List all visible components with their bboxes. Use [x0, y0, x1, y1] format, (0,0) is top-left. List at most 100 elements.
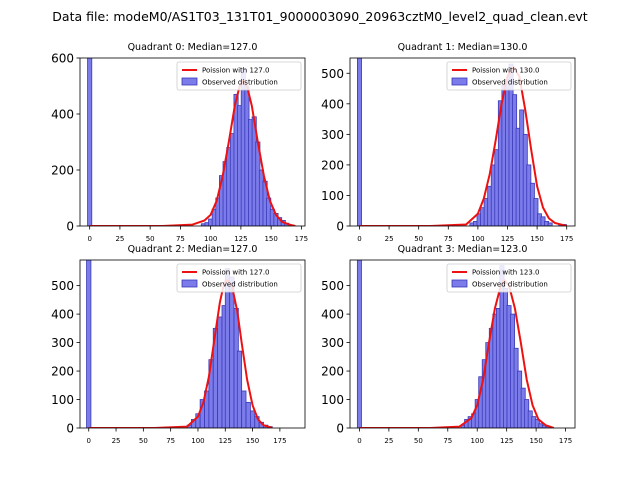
x-tick-label: 0	[87, 437, 91, 445]
axes-frame	[349, 57, 576, 227]
figure-suptitle: Data file: modeM0/AS1T03_131T01_90000030…	[52, 9, 587, 24]
histogram-bar	[356, 260, 362, 428]
axes-frame	[79, 259, 306, 429]
legend-line-label: Poission with 127.0	[202, 67, 270, 75]
histogram-bar	[217, 316, 223, 428]
x-tick-label: 50	[139, 437, 148, 445]
y-tick-label: 200	[51, 164, 74, 178]
histogram-bar	[249, 410, 256, 428]
y-tick-label: 200	[51, 365, 74, 379]
x-tick-label: 75	[176, 235, 185, 243]
legend-line-label: Poission with 123.0	[472, 269, 540, 277]
x-tick-label: 50	[146, 235, 155, 243]
y-tick-label: 400	[321, 308, 344, 322]
x-tick-label: 150	[264, 235, 277, 243]
subplot-quadrant-3: 0 25 50 75 100 125 150 175 0 100 200 300 400 500 Quadr…	[321, 244, 576, 445]
histogram-bar	[245, 401, 251, 428]
x-tick-label: 125	[501, 235, 514, 243]
y-tick-label: 200	[321, 158, 344, 172]
y-tick-label: 500	[321, 67, 344, 81]
subplot-quadrant-0: 0 25 50 75 100 125 150 175 0 200 400 600 Quadrant 0:…	[51, 42, 308, 243]
x-tick-label: 0	[87, 235, 91, 243]
legend: Poission with 130.0 Observed distribution	[446, 61, 572, 91]
legend-bar-label: Observed distribution	[472, 281, 548, 289]
x-tick-label: 75	[166, 437, 175, 445]
y-tick-label: 300	[321, 128, 344, 142]
y-tick-label: 0	[66, 220, 74, 234]
x-tick-label: 150	[246, 437, 259, 445]
subplot-title: Quadrant 3: Median=123.0	[398, 244, 528, 255]
subplot-title: Quadrant 0: Median=127.0	[128, 42, 258, 53]
x-tick-label: 50	[414, 235, 423, 243]
x-tick-label: 125	[234, 235, 247, 243]
legend: Poission with 127.0 Observed distribution	[176, 263, 302, 293]
y-tick-label: 200	[321, 365, 344, 379]
plot-area	[356, 58, 567, 226]
legend-bar-swatch	[451, 77, 468, 86]
legend-box	[176, 61, 302, 91]
axes-frame	[79, 57, 306, 227]
y-tick-label: 0	[336, 422, 344, 436]
histogram-bar	[229, 276, 235, 428]
x-tick-label: 25	[385, 235, 394, 243]
legend-line-label: Poission with 127.0	[202, 269, 270, 277]
x-tick-label: 75	[443, 437, 452, 445]
y-tick-label: 100	[321, 189, 344, 203]
y-tick-label: 300	[321, 336, 344, 350]
x-tick-label: 175	[295, 235, 308, 243]
y-tick-label: 100	[321, 393, 344, 407]
histogram-bar	[236, 350, 243, 428]
subplot-quadrant-1: 0 25 50 75 100 125 150 175 0 100 200 300 400 500 Quadr…	[321, 42, 576, 243]
x-tick-label: 100	[204, 235, 217, 243]
subplot-title: Quadrant 2: Median=127.0	[128, 244, 258, 255]
legend-box	[176, 263, 302, 293]
histogram-bar	[547, 222, 553, 226]
x-tick-label: 0	[357, 235, 361, 243]
x-tick-label: 25	[115, 235, 124, 243]
histogram-bar	[356, 58, 362, 226]
x-tick-label: 175	[559, 437, 572, 445]
x-tick-label: 75	[444, 235, 453, 243]
x-tick-label: 25	[112, 437, 121, 445]
subplot-title: Quadrant 1: Median=130.0	[398, 42, 528, 53]
y-tick-label: 400	[51, 308, 74, 322]
plot-area	[87, 58, 296, 226]
y-tick-label: 600	[51, 52, 74, 66]
x-tick-label: 25	[384, 437, 393, 445]
histogram-bar	[87, 58, 93, 226]
plot-area	[86, 260, 273, 428]
x-tick-label: 125	[219, 437, 232, 445]
axes-frame	[349, 259, 576, 429]
legend-line-label: Poission with 130.0	[472, 67, 540, 75]
y-tick-label: 0	[66, 422, 74, 436]
legend-box	[446, 263, 572, 293]
x-tick-label: 100	[471, 235, 484, 243]
legend-bar-swatch	[451, 279, 468, 288]
histogram-bar	[86, 260, 92, 428]
x-tick-label: 175	[560, 235, 573, 243]
legend: Poission with 127.0 Observed distribution	[176, 61, 302, 91]
y-tick-label: 100	[51, 393, 74, 407]
legend-bar-swatch	[181, 279, 198, 288]
x-tick-label: 100	[471, 437, 484, 445]
x-tick-label: 175	[273, 437, 286, 445]
y-tick-label: 500	[51, 279, 74, 293]
histogram-bar	[224, 268, 231, 428]
histogram-bar	[241, 390, 247, 428]
legend-bar-label: Observed distribution	[202, 281, 278, 289]
legend-bar-label: Observed distribution	[472, 79, 548, 87]
x-tick-label: 125	[500, 437, 513, 445]
legend: Poission with 123.0 Observed distribution	[446, 263, 572, 293]
x-tick-label: 50	[414, 437, 423, 445]
x-tick-label: 150	[529, 437, 542, 445]
y-tick-label: 300	[51, 336, 74, 350]
x-tick-label: 0	[357, 437, 361, 445]
legend-bar-swatch	[181, 77, 198, 86]
legend-bar-label: Observed distribution	[202, 79, 278, 87]
y-tick-label: 400	[51, 108, 74, 122]
x-tick-label: 150	[530, 235, 543, 243]
panels: 0 25 50 75 100 125 150 175 0 200 400 600 Quadrant 0:…	[51, 42, 576, 445]
y-tick-label: 400	[321, 97, 344, 111]
x-tick-label: 100	[191, 437, 204, 445]
